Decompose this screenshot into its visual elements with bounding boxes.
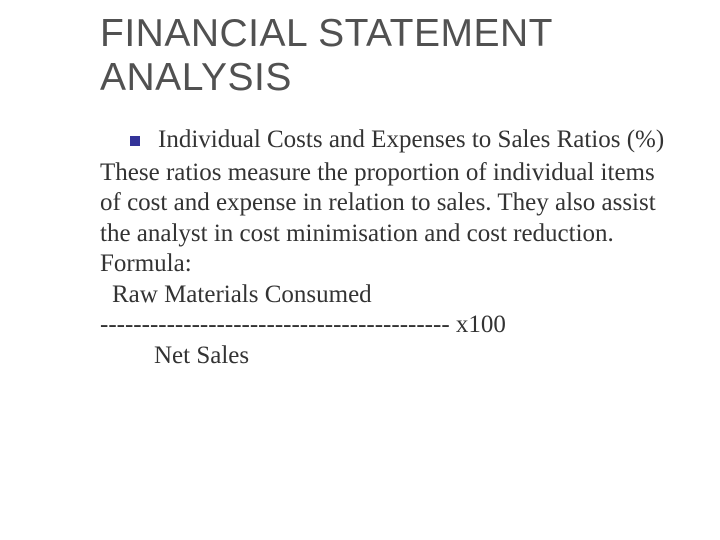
body-paragraph: These ratios measure the proportion of i…	[100, 158, 670, 250]
slide-body: Individual Costs and Expenses to Sales R…	[100, 125, 670, 371]
slide-title: FINANCIAL STATEMENT ANALYSIS	[100, 12, 670, 99]
square-bullet-icon	[130, 136, 140, 146]
formula-label: Formula:	[100, 249, 670, 280]
slide: FINANCIAL STATEMENT ANALYSIS Individual …	[0, 0, 720, 540]
bullet-item: Individual Costs and Expenses to Sales R…	[100, 125, 670, 156]
bullet-heading: Individual Costs and Expenses to Sales R…	[158, 125, 670, 156]
formula-denominator: Net Sales	[154, 341, 670, 372]
formula-numerator: Raw Materials Consumed	[112, 280, 670, 311]
formula-divider: ----------------------------------------…	[100, 310, 670, 341]
